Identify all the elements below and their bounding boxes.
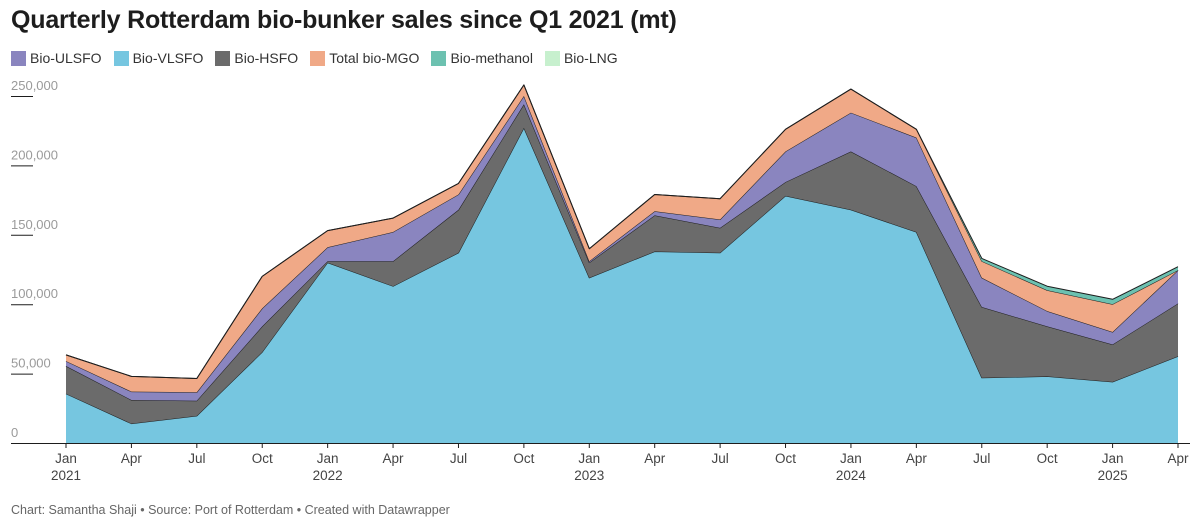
y-tick-label: 250,000 (11, 78, 58, 93)
legend-swatch (431, 50, 447, 66)
x-tick-label: Jan (55, 451, 77, 466)
legend-item: Bio-LNG (544, 50, 618, 66)
y-tick-label: 200,000 (11, 147, 58, 162)
area-bio-hsfo (66, 104, 1178, 424)
legend-label: Bio-HSFO (234, 50, 299, 66)
legend-item: Bio-HSFO (215, 50, 298, 66)
legend-item: Bio-ULSFO (11, 50, 102, 66)
y-tick-label: 0 (11, 425, 18, 440)
x-tick-label: Oct (513, 451, 534, 466)
x-tick-year-label: 2022 (313, 468, 343, 483)
x-tick-year-label: 2025 (1098, 468, 1128, 483)
chart-footer: Chart: Samantha Shaji • Source: Port of … (11, 503, 450, 517)
x-tick-label: Jan (317, 451, 339, 466)
x-tick-label: Jul (973, 451, 990, 466)
y-tick-label: 100,000 (11, 286, 58, 301)
legend-item: Bio-methanol (431, 50, 533, 66)
x-tick-label: Apr (1167, 451, 1189, 466)
legend-swatch (544, 50, 560, 66)
legend-swatch (113, 50, 129, 66)
x-tick-label: Oct (252, 451, 273, 466)
x-tick-label: Jan (1102, 451, 1124, 466)
x-tick-label: Jan (578, 451, 600, 466)
x-tick-label: Apr (644, 451, 666, 466)
x-tick-label: Jan (840, 451, 862, 466)
stacked-area-chart: 0 50,000 100,000 150,000 200,000 250,000 Jan 20… (11, 78, 1190, 483)
legend-label: Bio-LNG (563, 50, 618, 66)
chart-title: Quarterly Rotterdam bio-bunker sales sin… (11, 6, 677, 34)
x-tick-label: Oct (775, 451, 796, 466)
area-bio-ulsfo (66, 96, 1178, 401)
x-tick-label: Apr (906, 451, 928, 466)
chart-legend: Bio-ULSFO Bio-VLSFO Bio-HSFO Total bio-MGO B… (11, 50, 630, 66)
x-tick-year-label: 2023 (574, 468, 604, 483)
legend-label: Bio-methanol (450, 50, 533, 66)
x-tick-label: Apr (121, 451, 143, 466)
legend-swatch (215, 50, 231, 66)
x-tick-label: Jul (188, 451, 205, 466)
area-bio-vlsfo (66, 127, 1178, 444)
y-tick-label: 50,000 (11, 356, 51, 371)
legend-item: Bio-VLSFO (113, 50, 204, 66)
line-bio-methanol (65, 84, 1179, 379)
legend-swatch (11, 50, 26, 66)
y-tick-label: 150,000 (11, 217, 58, 232)
x-tick-label: Jul (711, 451, 728, 466)
legend-label: Bio-VLSFO (132, 50, 204, 66)
legend-item: Total bio-MGO (310, 50, 419, 66)
x-tick-label: Oct (1037, 451, 1058, 466)
legend-label: Bio-ULSFO (30, 50, 102, 66)
legend-label: Total bio-MGO (329, 50, 420, 66)
x-tick-label: Apr (383, 451, 405, 466)
x-tick-year-label: 2021 (51, 468, 81, 483)
x-tick-year-label: 2024 (836, 468, 867, 483)
legend-swatch (310, 50, 326, 66)
x-tick-label: Jul (450, 451, 467, 466)
